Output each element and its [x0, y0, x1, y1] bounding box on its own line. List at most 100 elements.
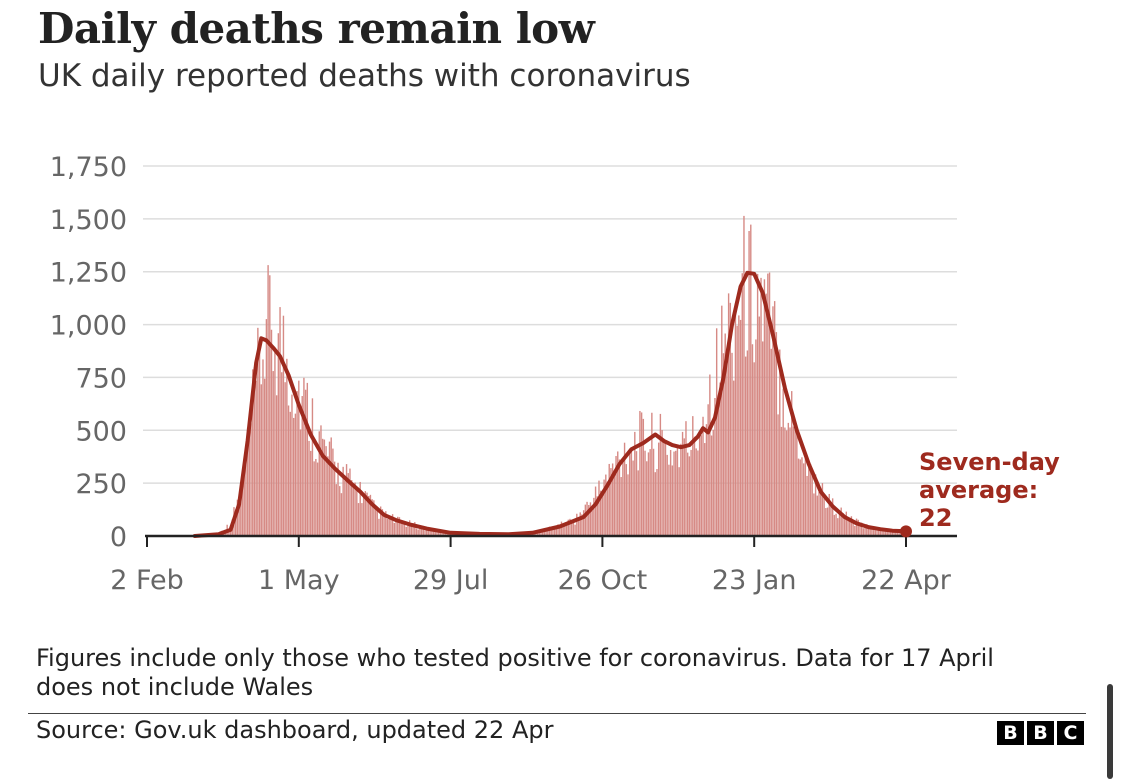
- daily-bar: [350, 480, 353, 536]
- daily-bar: [420, 528, 423, 536]
- daily-bar: [820, 494, 822, 536]
- bbc-logo-block: B: [997, 721, 1024, 745]
- daily-bar: [627, 474, 629, 536]
- daily-bar: [371, 499, 373, 536]
- daily-bar: [692, 416, 694, 536]
- daily-bar: [698, 435, 701, 536]
- daily-bar: [830, 504, 832, 536]
- daily-bar: [797, 458, 800, 536]
- daily-bar: [327, 456, 329, 536]
- daily-bar: [893, 530, 895, 536]
- daily-bar: [356, 486, 358, 536]
- x-tick-label: 23 Jan: [712, 565, 797, 596]
- daily-bar: [572, 522, 575, 536]
- daily-bar: [843, 518, 846, 536]
- daily-bar: [750, 224, 752, 536]
- daily-bar: [613, 471, 616, 536]
- deaths-chart: 0 250 500 750 1,000 1,250 1,500 1,750 2 Feb 1 Ma…: [50, 152, 1060, 596]
- y-tick-label: 500: [75, 416, 127, 447]
- scrollbar-thumb[interactable]: [1107, 684, 1113, 779]
- daily-bar: [818, 491, 820, 536]
- daily-bar: [712, 429, 714, 536]
- daily-bar: [436, 529, 438, 536]
- daily-bars: [207, 215, 907, 536]
- daily-bar: [557, 524, 559, 536]
- daily-bar: [804, 454, 807, 536]
- daily-bar: [582, 510, 585, 536]
- daily-bar: [671, 465, 674, 536]
- daily-bar: [415, 528, 418, 536]
- daily-bar: [357, 503, 360, 536]
- daily-bar: [584, 504, 587, 536]
- daily-bar: [680, 443, 682, 536]
- daily-bar: [591, 510, 593, 536]
- x-tick-label: 2 Feb: [110, 565, 184, 596]
- daily-bar: [731, 352, 733, 536]
- chart-title: Daily deaths remain low: [38, 4, 595, 53]
- daily-bar: [589, 502, 592, 536]
- daily-bar: [753, 362, 755, 536]
- daily-bar: [301, 396, 303, 536]
- daily-bar: [661, 430, 663, 536]
- daily-bar: [586, 501, 588, 536]
- daily-bar: [538, 530, 540, 536]
- y-tick-label: 1,500: [50, 205, 127, 236]
- daily-bar: [896, 531, 899, 536]
- bbc-logo: B B C: [997, 721, 1084, 745]
- daily-bar: [644, 450, 646, 536]
- annotation-line: Seven-day: [919, 448, 1060, 476]
- daily-bar: [553, 529, 556, 536]
- daily-bar: [770, 348, 772, 536]
- daily-bar: [652, 448, 655, 536]
- daily-bar: [422, 525, 425, 536]
- footer-divider: [28, 713, 1086, 714]
- y-tick-label: 1,250: [50, 258, 127, 289]
- daily-bar: [738, 315, 740, 536]
- daily-bar: [548, 526, 551, 536]
- daily-bar: [744, 356, 747, 536]
- daily-bar: [243, 467, 245, 536]
- daily-bar: [332, 448, 334, 536]
- daily-bar: [617, 451, 619, 536]
- daily-bar: [847, 519, 849, 536]
- daily-bar: [349, 468, 351, 536]
- daily-bar: [318, 431, 320, 536]
- daily-bar: [576, 513, 578, 536]
- daily-bar: [704, 443, 706, 536]
- daily-bar: [299, 429, 302, 536]
- daily-bar: [659, 413, 662, 536]
- daily-bar: [391, 514, 394, 536]
- daily-bar: [668, 464, 670, 536]
- daily-bar: [245, 457, 247, 536]
- daily-bar: [707, 404, 709, 536]
- daily-bar: [762, 341, 764, 536]
- daily-bar: [611, 463, 614, 536]
- daily-bar: [813, 493, 815, 536]
- daily-bar: [397, 516, 399, 536]
- daily-bar: [545, 529, 547, 536]
- daily-bar: [298, 380, 300, 536]
- daily-bar: [733, 380, 735, 536]
- daily-bar: [381, 509, 384, 536]
- daily-bar: [265, 319, 268, 536]
- daily-bar: [424, 530, 426, 536]
- daily-bar: [402, 522, 404, 536]
- daily-bar: [605, 474, 607, 536]
- daily-bar: [693, 436, 696, 536]
- daily-bar: [565, 525, 568, 536]
- daily-bar: [729, 302, 732, 536]
- daily-bar: [238, 502, 240, 536]
- daily-bar: [390, 515, 392, 536]
- daily-bar: [258, 343, 261, 536]
- annotation-line: 22: [919, 504, 952, 532]
- daily-bar: [859, 522, 861, 536]
- daily-bar: [726, 364, 728, 536]
- daily-bar: [837, 518, 839, 536]
- daily-bar: [400, 522, 402, 536]
- daily-bar: [248, 425, 251, 536]
- daily-bar: [741, 273, 743, 536]
- daily-bar: [308, 440, 310, 536]
- daily-bar: [395, 519, 397, 536]
- daily-bar: [262, 359, 264, 536]
- seven-day-average-line: [192, 270, 908, 538]
